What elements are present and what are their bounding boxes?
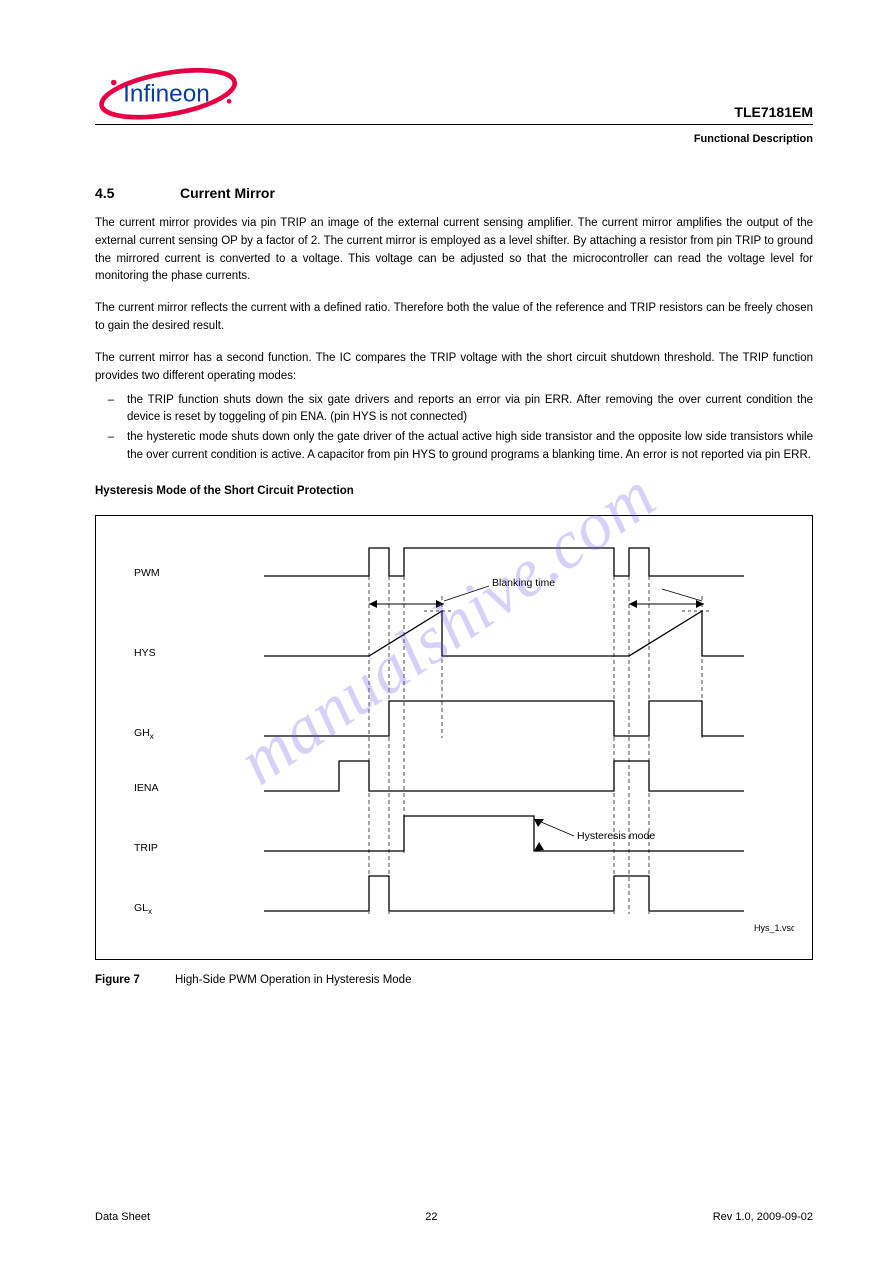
section-title: Current Mirror — [180, 185, 275, 201]
figure-caption-label: Figure 7 — [95, 974, 175, 986]
paragraph-2: The current mirror reflects the current … — [95, 300, 813, 336]
list-text-1: the TRIP function shuts down the six gat… — [127, 392, 813, 428]
chapter-label: Functional Description — [95, 133, 813, 145]
section-number: 4.5 — [95, 185, 180, 201]
footer-page: 22 — [425, 1211, 437, 1223]
svg-text:Infineon: Infineon — [123, 80, 210, 107]
label-ghx: GHx — [134, 727, 154, 741]
footer-right: Rev 1.0, 2009-09-02 — [713, 1211, 813, 1223]
figure-frame: PWM HYS Blanking time — [95, 515, 813, 960]
signal-iena: IENA — [134, 761, 744, 794]
signal-pwm: PWM — [134, 548, 744, 579]
bullet-dash: – — [95, 429, 127, 465]
signal-trip: TRIP Hysteresis mode — [134, 816, 744, 854]
paragraph-3: The current mirror has a second function… — [95, 350, 813, 386]
section-heading: 4.5Current Mirror — [95, 185, 813, 201]
figure-file-ref: Hys_1.vsd — [754, 923, 794, 933]
timing-diagram: PWM HYS Blanking time — [114, 536, 794, 936]
list-item-2: – the hysteretic mode shuts down only th… — [95, 429, 813, 465]
label-hys: HYS — [134, 647, 156, 659]
subheading-hysteresis: Hysteresis Mode of the Short Circuit Pro… — [95, 485, 813, 497]
header-rule — [95, 124, 813, 125]
annot-hysmode: Hysteresis mode — [577, 830, 655, 842]
list-text-2: the hysteretic mode shuts down only the … — [127, 429, 813, 465]
logo: Infineon — [95, 60, 245, 120]
figure-caption-text: High-Side PWM Operation in Hysteresis Mo… — [175, 974, 411, 986]
signal-hys: HYS Blanking time — [134, 577, 744, 659]
page-footer: Data Sheet 22 Rev 1.0, 2009-09-02 — [95, 1211, 813, 1223]
bullet-dash: – — [95, 392, 127, 428]
footer-left: Data Sheet — [95, 1211, 150, 1223]
annot-blanking: Blanking time — [492, 577, 555, 589]
signal-gh: GHx — [134, 701, 744, 741]
label-trip: TRIP — [134, 842, 158, 854]
guide-lines — [369, 548, 702, 914]
label-iena: IENA — [134, 782, 159, 794]
paragraph-1: The current mirror provides via pin TRIP… — [95, 215, 813, 286]
list-item-1: – the TRIP function shuts down the six g… — [95, 392, 813, 428]
label-pwm: PWM — [134, 567, 160, 579]
product-title: TLE7181EM — [734, 104, 813, 120]
figure-caption: Figure 7High-Side PWM Operation in Hyste… — [95, 974, 813, 986]
signal-gl: GLx — [134, 876, 744, 916]
label-glx: GLx — [134, 902, 152, 916]
